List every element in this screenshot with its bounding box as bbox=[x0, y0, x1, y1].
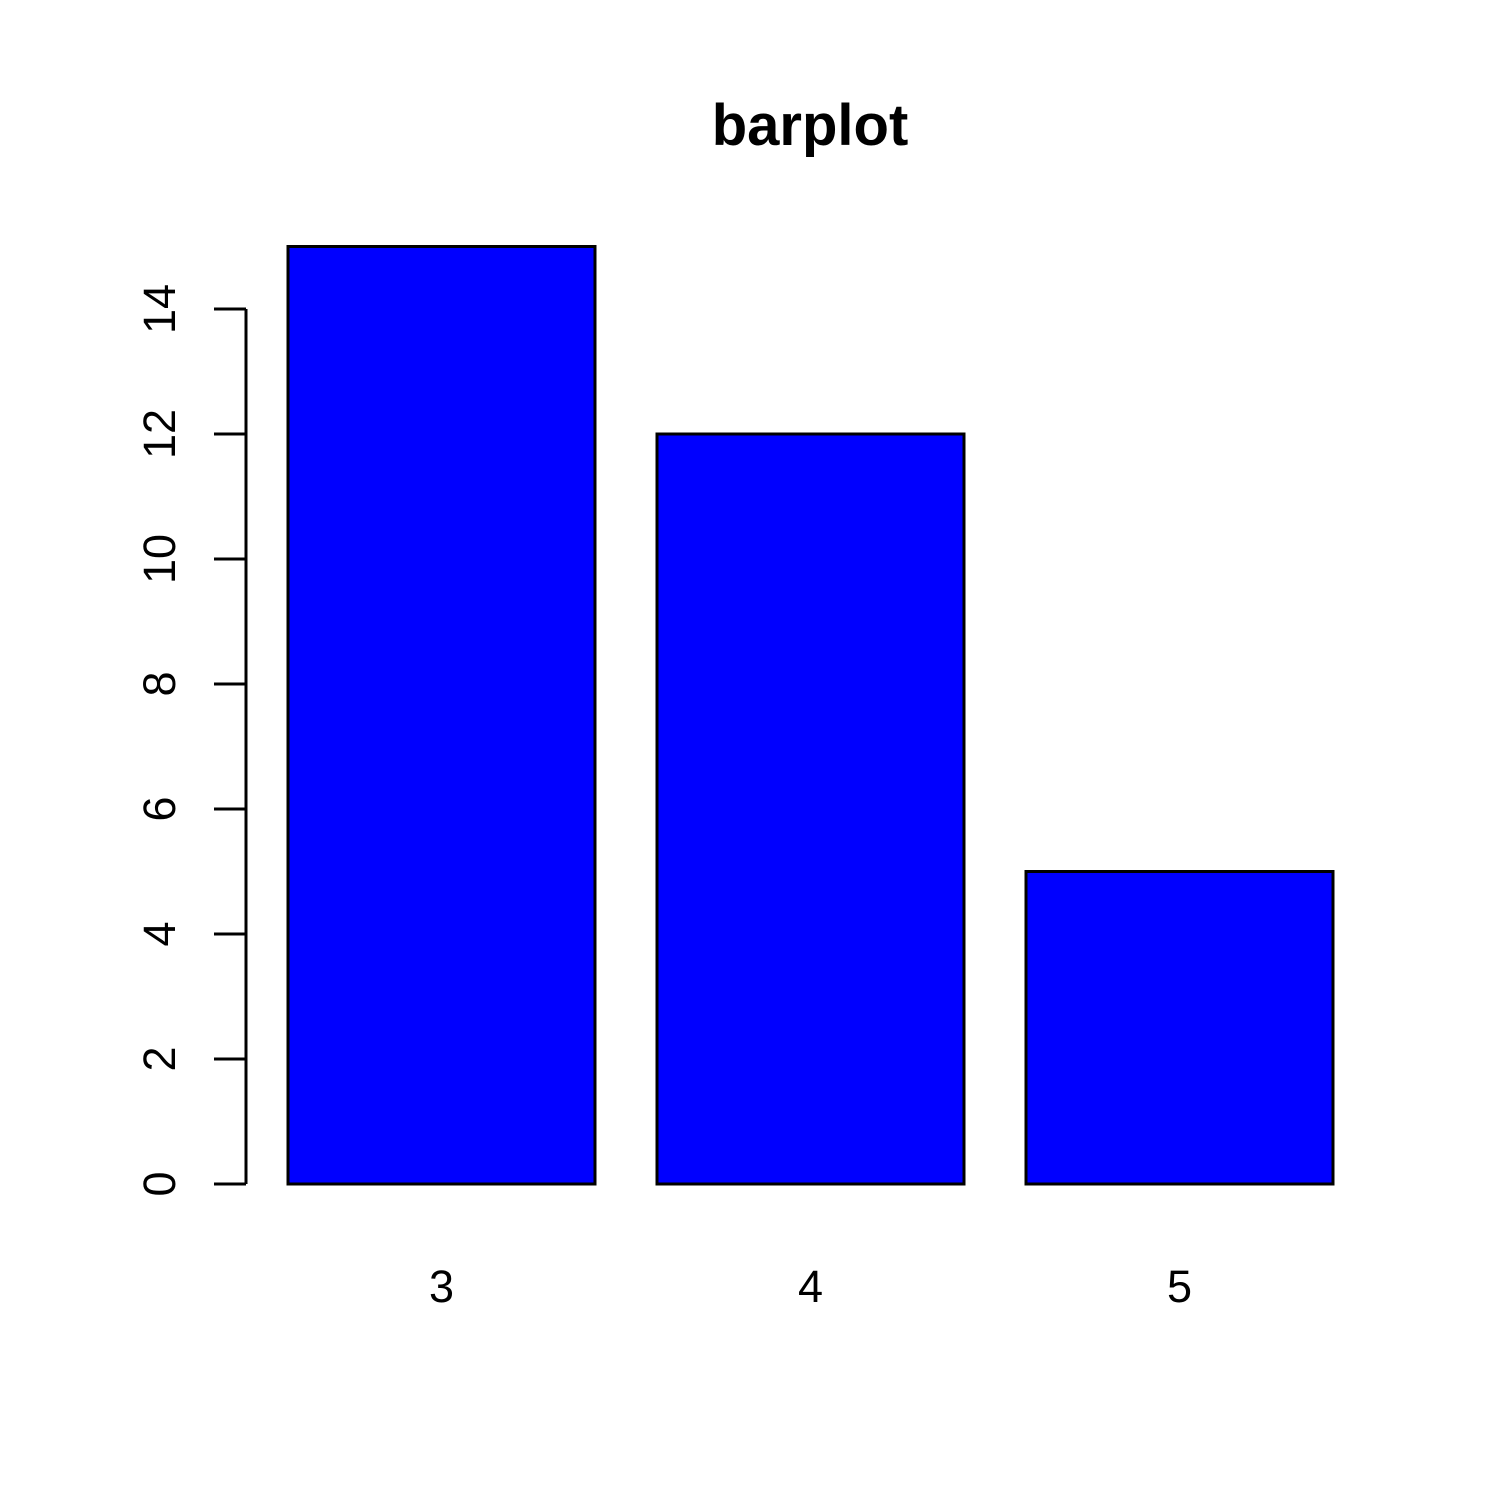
y-tick-label-14: 14 bbox=[134, 284, 185, 334]
y-tick-label-4: 4 bbox=[134, 921, 185, 946]
y-tick-label-10: 10 bbox=[134, 534, 185, 584]
bars-group bbox=[286, 245, 1335, 1186]
bar-4 bbox=[655, 432, 966, 1186]
x-tick-label-4: 4 bbox=[798, 1261, 823, 1312]
y-tick-label-2: 2 bbox=[134, 1046, 185, 1071]
y-tick-label-12: 12 bbox=[134, 409, 185, 459]
y-tick-label-0: 0 bbox=[134, 1171, 185, 1196]
x-axis-labels: 3 4 5 bbox=[429, 1261, 1192, 1312]
bar-3 bbox=[286, 245, 597, 1186]
y-tick-label-8: 8 bbox=[134, 671, 185, 696]
x-tick-label-5: 5 bbox=[1167, 1261, 1192, 1312]
y-tick-label-6: 6 bbox=[134, 796, 185, 821]
y-axis: 0 2 4 6 8 10 12 14 bbox=[134, 284, 248, 1197]
bar-5 bbox=[1024, 870, 1335, 1186]
x-tick-label-3: 3 bbox=[429, 1261, 454, 1312]
chart-title: barplot bbox=[712, 93, 909, 158]
